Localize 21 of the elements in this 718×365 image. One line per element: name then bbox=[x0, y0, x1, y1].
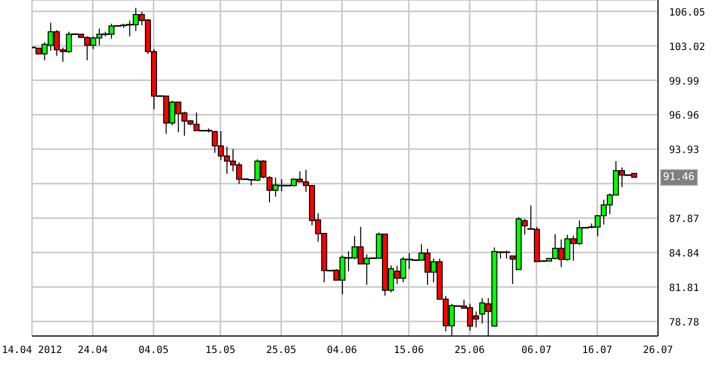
x-tick-label: 25.06 bbox=[454, 345, 485, 356]
x-tick-label: 15.06 bbox=[394, 345, 424, 356]
y-tick-label: 99.99 bbox=[669, 76, 700, 88]
annotation: 91.46 bbox=[660, 169, 698, 186]
x-tick-label: 04.05 bbox=[138, 345, 169, 356]
y-tick-label: 103.02 bbox=[669, 42, 706, 53]
y-tick-label: 106.05 bbox=[669, 7, 706, 18]
y-tick-label: 78.78 bbox=[669, 317, 700, 328]
x-tick-label: 15.05 bbox=[205, 345, 236, 356]
x-tick-label: 04.06 bbox=[326, 345, 358, 356]
y-tick-label: 93.93 bbox=[669, 145, 700, 156]
x-tick-label: 06.07 bbox=[521, 345, 552, 356]
x-tick-label: 25.05 bbox=[266, 345, 296, 356]
y-tick-label: 81.81 bbox=[669, 282, 700, 294]
y-tick-label: 84.84 bbox=[669, 248, 700, 260]
x-tick-label: 24.04 bbox=[78, 345, 108, 356]
y-tick-label: 87.87 bbox=[669, 214, 700, 226]
x-tick-label: 16.07 bbox=[582, 345, 612, 356]
x-tick-label: 14.04 2012 bbox=[2, 345, 62, 356]
x-tick-label: 26.07 bbox=[642, 345, 674, 356]
y-tick-label: 96.96 bbox=[669, 110, 700, 122]
